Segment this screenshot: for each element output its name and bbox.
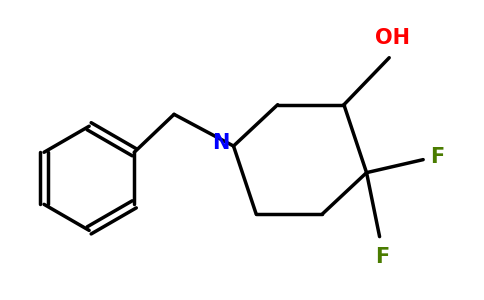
Text: OH: OH bbox=[375, 28, 409, 47]
Text: F: F bbox=[430, 147, 444, 167]
Text: N: N bbox=[212, 133, 230, 153]
Text: F: F bbox=[375, 247, 390, 267]
